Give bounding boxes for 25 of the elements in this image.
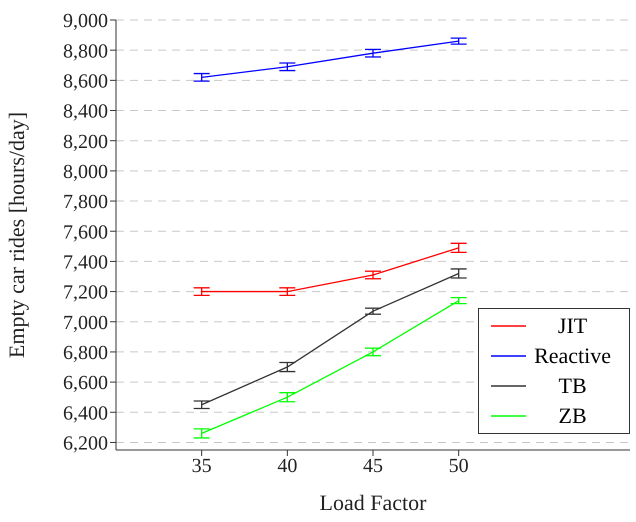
y-tick-label: 6,200: [63, 432, 108, 455]
y-tick-label: 6,800: [63, 342, 108, 364]
y-tick-label: 8,600: [63, 70, 108, 92]
x-axis-title: Load Factor: [320, 490, 428, 515]
y-tick-label: 8,200: [63, 130, 108, 153]
y-tick-label: 6,600: [63, 372, 108, 394]
y-tick-label: 8,400: [63, 100, 108, 123]
y-tick-label: 8,000: [63, 160, 108, 183]
x-tick-label: 35: [192, 455, 212, 478]
y-tick-label: 7,800: [63, 191, 108, 214]
x-tick-label: 45: [363, 455, 383, 478]
y-tick-label: 7,400: [63, 252, 108, 274]
y-tick-label: 7,000: [63, 312, 108, 334]
x-tick-label: 50: [448, 455, 469, 478]
legend-label: Reactive: [533, 343, 612, 369]
legend-label: TB: [558, 373, 588, 399]
y-tick-label: 9,000: [63, 10, 108, 32]
y-axis-title: Empty car rides [hours/day]: [4, 112, 29, 358]
y-tick-label: 6,400: [63, 402, 108, 424]
y-tick-label: 8,800: [63, 40, 108, 62]
legend-label: ZB: [558, 403, 588, 429]
legend-label: JIT: [556, 313, 588, 339]
y-tick-label: 7,200: [63, 282, 108, 304]
x-tick-label: 40: [277, 455, 298, 478]
y-tick-label: 7,600: [63, 221, 108, 244]
